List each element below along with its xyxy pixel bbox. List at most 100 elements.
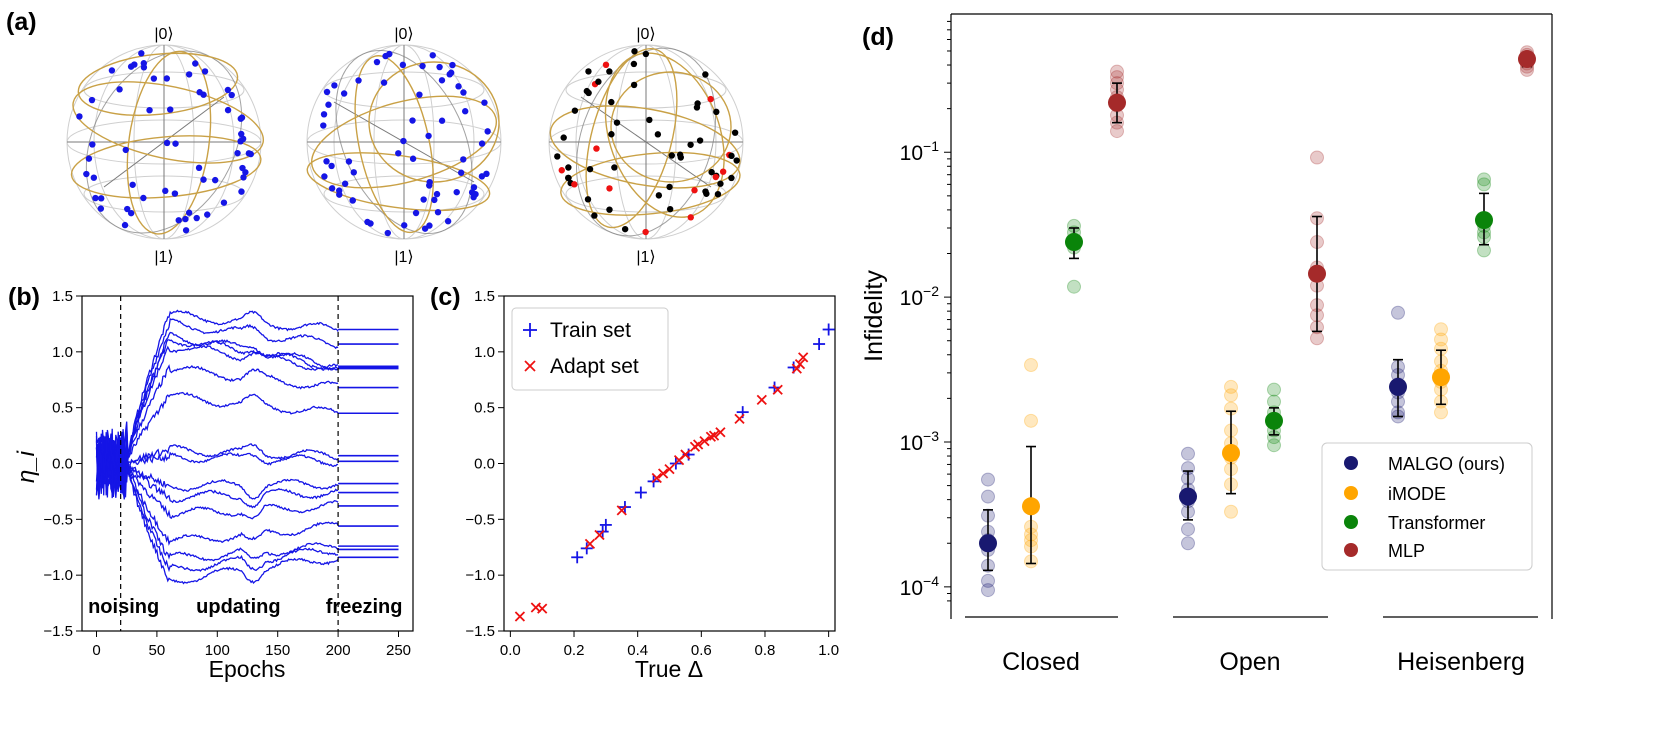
- run-point: [1434, 322, 1448, 337]
- bloch-state-point: [349, 197, 356, 204]
- bloch-state-point: [455, 83, 462, 90]
- adapt-point: [537, 603, 548, 614]
- bloch-state-point: [321, 173, 328, 180]
- bloch-state-point: [323, 158, 330, 165]
- bloch-state-point: [630, 81, 638, 89]
- bloch-state-point: [731, 129, 739, 136]
- run-point: [1110, 124, 1124, 139]
- bloch-state-point: [175, 217, 182, 224]
- phase-label-freezing: freezing: [326, 596, 403, 618]
- bloch-state-point: [131, 61, 138, 68]
- bloch-state-point: [195, 164, 203, 172]
- run-point: [1067, 279, 1081, 294]
- panel-d-ylabel: Infidelity: [860, 270, 888, 362]
- eta-trajectory: [95, 309, 339, 493]
- bloch-state-point: [323, 88, 331, 96]
- bloch-state-point: [613, 119, 621, 126]
- bloch-state-point: [409, 155, 417, 162]
- bloch-state-point: [92, 194, 99, 202]
- adapt-point: [772, 384, 783, 395]
- legend-marker: [1344, 515, 1358, 529]
- legend-box: [1321, 442, 1533, 571]
- run-point: [1310, 150, 1324, 165]
- ket1-label: |1⟩: [154, 249, 173, 266]
- state-points: [554, 48, 740, 236]
- bloch-state-point: [364, 218, 371, 226]
- y-tick-label: 10−2: [900, 283, 940, 310]
- bloch-state-point: [419, 62, 426, 70]
- frozen-values: [338, 328, 399, 559]
- panel-c-points: [514, 323, 835, 622]
- bloch-state-point: [239, 135, 247, 143]
- run-point: [1434, 332, 1448, 347]
- bloch-state-point: [468, 189, 476, 196]
- legend-malgo-label: MALGO (ours): [1388, 454, 1505, 474]
- bloch-state-point: [676, 151, 684, 158]
- bloch-state-point: [83, 170, 90, 178]
- bloch-state-point: [400, 137, 407, 145]
- x-tick-label: 0.6: [691, 642, 712, 659]
- bloch-state-point: [666, 205, 674, 213]
- bloch-state-point: [150, 75, 158, 82]
- legend-transformer-label: Transformer: [1388, 513, 1485, 533]
- mean-point: [1179, 487, 1197, 506]
- bloch-state-point: [224, 106, 232, 114]
- bloch-state-point: [328, 185, 336, 192]
- bloch-state-point: [606, 68, 613, 75]
- panel-d-points: [979, 45, 1536, 598]
- eta-trajectory: [95, 436, 339, 520]
- bloch-state-point: [171, 190, 179, 197]
- bloch-state-point: [602, 61, 610, 69]
- bloch-state-point: [421, 225, 429, 232]
- bloch-state-point: [584, 196, 592, 203]
- mean-point: [979, 534, 997, 553]
- ket0-label: |0⟩: [636, 26, 655, 43]
- bloch-state-point: [481, 99, 488, 106]
- bloch-state-point: [565, 164, 572, 171]
- bloch-state-point: [162, 187, 169, 195]
- bloch-state-point: [129, 181, 136, 188]
- panel-d-legend: MALGO (ours) iMODE Transformer MLP: [1321, 442, 1533, 571]
- bloch-state-point: [457, 169, 465, 176]
- bloch-state-point: [90, 174, 98, 181]
- y-tick-label: 1.5: [474, 288, 495, 305]
- mean-point: [1518, 50, 1536, 69]
- legend-markers: [1344, 456, 1358, 557]
- y-tick-label: 0.5: [474, 400, 495, 417]
- bloch-state-point: [483, 170, 490, 178]
- bloch-state-point: [373, 58, 381, 66]
- legend-marker: [1344, 456, 1358, 470]
- run-point: [1477, 172, 1491, 187]
- bloch-state-point: [717, 180, 724, 187]
- legend-markers: [523, 323, 537, 372]
- bloch-state-point: [621, 225, 629, 233]
- bloch-state-point: [121, 221, 129, 229]
- bloch-state-point: [88, 96, 96, 104]
- bloch-state-point: [140, 60, 148, 67]
- bloch-state-point: [668, 152, 676, 159]
- bloch-state-point: [606, 206, 613, 213]
- bloch-state-point: [345, 158, 353, 165]
- y-tick-label: −0.5: [43, 511, 73, 528]
- bloch-state-point: [245, 150, 253, 157]
- bloch-state-point: [460, 89, 467, 96]
- bloch-state-point: [193, 214, 200, 222]
- sphere-wireframe: [306, 44, 502, 240]
- bloch-state-point: [470, 184, 478, 191]
- run-point: [1024, 413, 1038, 428]
- bloch-state-point: [138, 50, 145, 57]
- panel-c-chart: 0.0 0.2 0.4 0.6 0.8 1.0 −1.5 −1.0 −0.5 0.0 0.5 1.0 1…: [465, 288, 839, 682]
- bloch-state-point: [606, 185, 613, 192]
- bloch-state-point: [713, 108, 720, 116]
- adapt-point: [699, 436, 710, 447]
- bloch-state-point: [642, 228, 649, 236]
- bloch-state-point: [694, 100, 701, 107]
- eta-trajectory: [95, 339, 339, 499]
- ket0-label: |0⟩: [154, 26, 173, 43]
- legend-imode-label: iMODE: [1388, 484, 1446, 504]
- bloch-state-point: [163, 139, 171, 147]
- bloch-state-point: [646, 116, 653, 124]
- bloch-state-point: [571, 181, 578, 188]
- bloch-state-point: [237, 115, 244, 122]
